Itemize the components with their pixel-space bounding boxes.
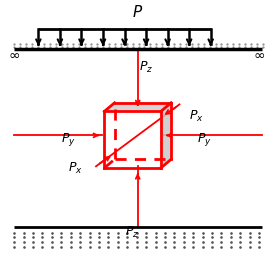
Text: $\infty$: $\infty$ <box>253 48 265 62</box>
Polygon shape <box>161 103 171 168</box>
Text: $P_x$: $P_x$ <box>68 161 83 176</box>
Text: $P_y$: $P_y$ <box>197 131 212 148</box>
Polygon shape <box>104 103 171 111</box>
Text: $P_z$: $P_z$ <box>139 59 154 75</box>
Text: $\infty$: $\infty$ <box>8 48 20 62</box>
Text: $P_y$: $P_y$ <box>61 131 76 148</box>
Text: $P_z$: $P_z$ <box>126 225 140 240</box>
Text: $P_x$: $P_x$ <box>189 109 204 124</box>
Text: $P$: $P$ <box>132 4 144 20</box>
